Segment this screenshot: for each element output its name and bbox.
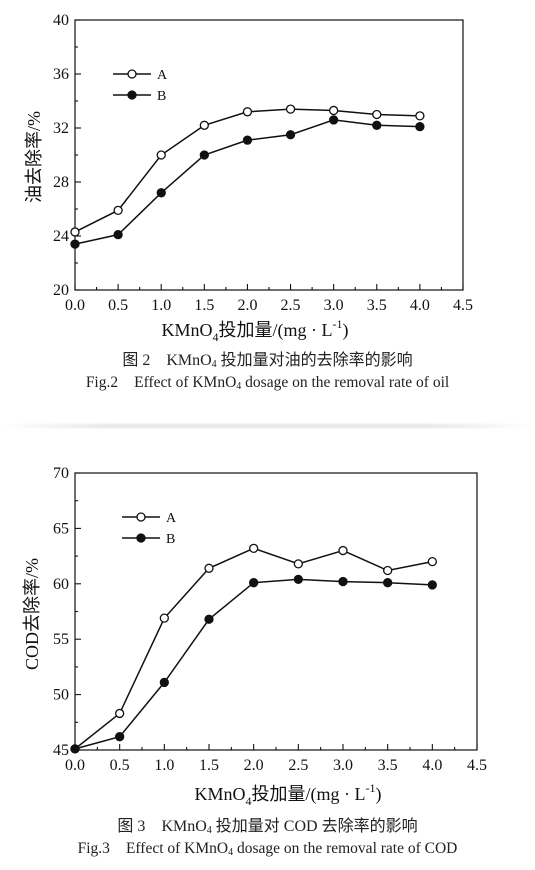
cod-series-B-point (159, 677, 169, 688)
oil-series-A-point (415, 111, 425, 121)
cod-x-tick-label: 2.5 (288, 757, 308, 774)
cod-chart-y-axis-title: COD去除率/% (22, 558, 42, 670)
cod-y-tick-label: 45 (53, 742, 69, 759)
oil-series-A-point (372, 109, 382, 120)
oil-series-B-point (70, 239, 80, 249)
cod-legend-B-marker (136, 533, 146, 543)
cod-series-B-point (427, 580, 437, 590)
cod-x-tick-label: 2.0 (244, 757, 264, 774)
oil-series-B-point (156, 188, 166, 198)
oil-x-tick-label: 2.0 (237, 297, 257, 314)
oil-axis-frame (74, 19, 464, 291)
cod-x-tick-label: 3.5 (378, 757, 398, 774)
oil-removal-chart: 0.0 0.5 1.0 1.5 2.0 2.5 3.0 3.5 4.0 4.5 20 24 28 32 36… (24, 12, 473, 344)
oil-legend-B-label: B (157, 89, 166, 104)
oil-series-B-point (199, 150, 209, 160)
oil-series-A-point (285, 104, 296, 114)
cod-x-tick-label: 4.0 (422, 757, 442, 774)
oil-x-tick-label: 3.5 (367, 297, 387, 314)
oil-series-A-point (113, 205, 123, 216)
cod-legend-B-label: B (166, 532, 175, 547)
cod-series-B-point (383, 578, 393, 588)
cod-x-tick-label: 0.5 (110, 757, 130, 774)
oil-y-tick-label: 24 (53, 228, 69, 245)
oil-series-B-point (113, 229, 123, 240)
oil-series-B-point (329, 115, 339, 125)
cod-series-B-point (70, 744, 80, 754)
cod-chart-x-axis-title: KMnO4投加量/(mg · L-1) (194, 781, 381, 808)
oil-y-tick-label: 32 (53, 120, 69, 137)
oil-x-tick-label: 4.5 (453, 297, 473, 314)
cod-x-tick-label: 1.5 (199, 757, 219, 774)
oil-chart-plot-area: 0.0 0.5 1.0 1.5 2.0 2.5 3.0 3.5 4.0 4.5 20 24 28 32 36… (53, 12, 473, 314)
cod-series-A-point (159, 613, 169, 623)
oil-y-tick-label: 20 (53, 282, 69, 299)
oil-series-B-point (242, 135, 253, 145)
fig3-caption-en: Fig.3 Effect of KMnO4 dosage on the remov… (77, 840, 458, 858)
oil-chart-y-axis-title: 油去除率/% (24, 111, 44, 203)
cod-series-B-point (249, 578, 259, 588)
cod-axis-frame (74, 472, 478, 751)
oil-legend-A-label: A (157, 68, 168, 83)
cod-y-tick-label: 55 (53, 631, 69, 648)
cod-series-B-line (74, 578, 433, 750)
oil-series-A-point (242, 107, 253, 117)
cod-chart-plot-area: 0.0 0.5 1.0 1.5 2.0 2.5 3.0 3.5 4.0 4.5 45 50 55 60 65… (53, 465, 487, 774)
page-divider (0, 424, 535, 428)
oil-x-tick-label: 3.0 (324, 297, 344, 314)
cod-series-B-point (204, 614, 214, 624)
fig2-caption-cn: 图 2 KMnO4 投加量对油的去除率的影响 (122, 352, 413, 370)
cod-y-tick-label: 70 (53, 465, 69, 482)
cod-series-A-point (115, 708, 125, 719)
cod-series-B-point (338, 576, 348, 587)
oil-series-A-point (156, 150, 166, 160)
cod-y-tick-label: 60 (53, 576, 69, 593)
cod-x-tick-label: 1.0 (154, 757, 174, 774)
cod-x-tick-label: 3.0 (333, 757, 353, 774)
cod-y-tick-label: 65 (53, 520, 69, 537)
oil-x-tick-label: 0.5 (108, 297, 128, 314)
cod-series-A-point (249, 543, 259, 553)
oil-y-tick-label: 36 (53, 66, 69, 83)
cod-series-A-point (293, 559, 303, 569)
oil-series-A-point (329, 105, 339, 116)
oil-x-tick-label: 2.5 (281, 297, 301, 314)
cod-x-tick-label: 4.5 (467, 757, 487, 774)
cod-series-B-point (115, 732, 125, 742)
oil-x-tick-label: 1.5 (194, 297, 214, 314)
cod-y-tick-label: 50 (53, 687, 69, 704)
oil-legend-B-marker (127, 90, 137, 100)
cod-legend-A-marker (136, 512, 146, 522)
cod-x-tick-label: 0.0 (65, 757, 85, 774)
oil-series-A-point (70, 227, 80, 237)
fig3-caption-cn: 图 3 KMnO4 投加量对 COD 去除率的影响 (117, 818, 418, 836)
cod-series-B-point (293, 574, 303, 585)
cod-legend-A-label: A (166, 511, 177, 526)
cod-removal-chart: 0.0 0.5 1.0 1.5 2.0 2.5 3.0 3.5 4.0 4.5 45 50 55 60 65… (22, 465, 487, 808)
oil-x-tick-label: 1.0 (151, 297, 171, 314)
oil-chart-x-axis-title: KMnO4投加量/(mg · L-1) (161, 317, 348, 344)
oil-series-A-line (74, 108, 420, 233)
oil-series-A-point (199, 120, 209, 130)
oil-series-B-point (372, 120, 382, 130)
cod-series-A-point (427, 556, 437, 567)
cod-series-A-point (204, 563, 214, 573)
oil-series-B-point (285, 130, 296, 140)
oil-x-tick-label: 0.0 (65, 297, 85, 314)
cod-series-A-point (338, 545, 348, 556)
fig2-caption-en: Fig.2 Effect of KMnO4 dosage on the remov… (85, 374, 450, 392)
oil-y-tick-label: 40 (53, 12, 69, 29)
oil-series-B-point (415, 122, 425, 132)
cod-series-A-point (383, 565, 393, 576)
oil-legend-A-marker (127, 69, 137, 79)
oil-x-tick-label: 4.0 (410, 297, 430, 314)
oil-y-tick-label: 28 (53, 174, 69, 191)
